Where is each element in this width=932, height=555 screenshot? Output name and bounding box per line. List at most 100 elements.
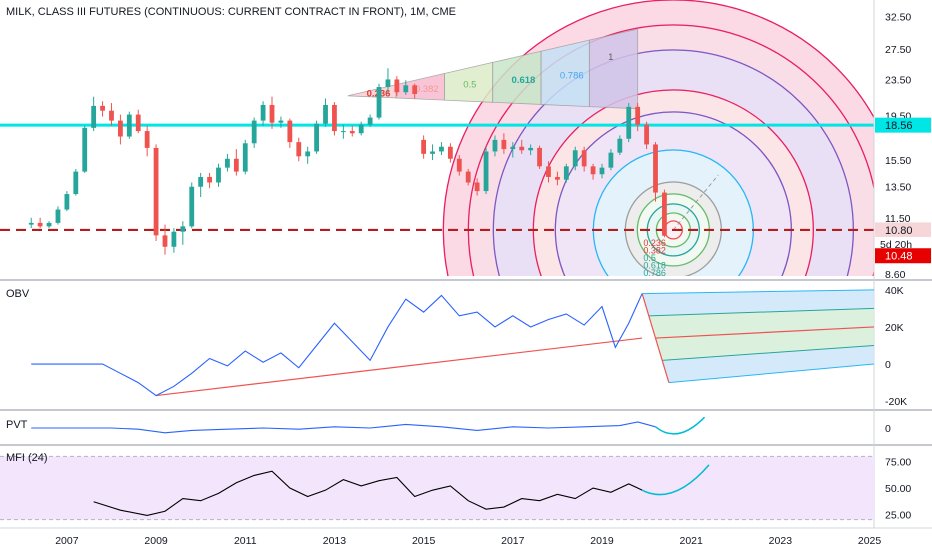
fib-fan-level-label: 0.382 (415, 84, 439, 95)
candlesticks (28, 68, 667, 255)
fib-fan-level-label: 0.618 (512, 75, 536, 86)
candle-body (28, 222, 34, 225)
dashed-line-label-text: 10.80 (885, 225, 913, 237)
channel-edge-line (641, 293, 670, 383)
candle-body (483, 151, 489, 192)
candle-body (109, 110, 114, 121)
channel-band (648, 308, 874, 339)
mfi-tick-label: 25.00 (885, 509, 911, 521)
price-tick-label: 15.50 (885, 155, 911, 167)
mfi-projection-curve[interactable] (641, 464, 710, 496)
candle-body (216, 167, 221, 183)
channel-band (642, 289, 874, 316)
time-axis[interactable]: 2007 2009 2011 2013 2015 2017 2019 2021 2023 2025 (55, 535, 881, 547)
candle-body (100, 105, 105, 111)
candle-body (519, 146, 525, 151)
candle-body (358, 124, 364, 134)
candle-body (135, 114, 141, 132)
candle-body (572, 150, 578, 167)
candle-body (251, 120, 257, 144)
fib-fan-level-label: 0.5 (463, 80, 476, 91)
pvt-line (31, 421, 656, 434)
candle-body (626, 106, 632, 139)
candle-body (46, 222, 52, 227)
fib-fan-level-label: 0.786 (560, 71, 584, 82)
obv-tick-label: 20K (885, 322, 904, 334)
candle-body (510, 146, 516, 150)
time-tick-label: 2017 (501, 535, 525, 547)
mfi-tick-label: 75.00 (885, 457, 911, 469)
candle-body (207, 176, 212, 183)
price-tick-label: 27.50 (885, 44, 911, 56)
price-tick-label: 13.50 (885, 182, 911, 194)
candle-body (349, 131, 355, 134)
candle-body (91, 105, 97, 128)
candle-body (340, 131, 346, 133)
candle-body (198, 176, 204, 187)
channel-upper-line (642, 289, 875, 295)
candle-body (126, 114, 132, 137)
time-tick-label: 2023 (769, 535, 793, 547)
chart-title: MILK, CLASS III FUTURES (CONTINUOUS: CUR… (6, 6, 456, 18)
channel-quarter-line (662, 345, 875, 361)
candle-body (189, 186, 195, 227)
mfi-pane: MFI (24) 75.00 50.00 25.00 (0, 452, 911, 521)
candle-body (447, 146, 453, 159)
fib-fan-level-label: 1 (608, 52, 613, 63)
candle-body (153, 147, 159, 236)
fib-circle-level-label: 0.618 (643, 260, 666, 270)
mfi-band (0, 456, 874, 520)
candle-body (162, 235, 168, 247)
candle-body (144, 131, 150, 148)
candle-body (546, 166, 551, 177)
price-line-label: 18.56 (875, 117, 931, 133)
candle-body (430, 151, 435, 154)
channel-quarter-line (648, 307, 875, 317)
candle-body (64, 194, 70, 210)
candle-body (554, 176, 560, 180)
candle-body (180, 226, 186, 232)
candle-body (314, 123, 320, 152)
trend-line[interactable] (156, 337, 643, 397)
channel-band (655, 326, 874, 361)
candle-body (37, 222, 43, 227)
candle-body (537, 147, 542, 167)
pvt-projection-curve[interactable] (655, 416, 706, 435)
price-tick-label: 11.50 (885, 213, 911, 225)
candle-body (323, 104, 328, 124)
price-tick-label: 8.60 (885, 269, 906, 281)
candle-body (233, 158, 239, 172)
parallel-channel-drawing[interactable] (641, 289, 875, 384)
pvt-label: PVT (6, 419, 28, 431)
candle-body (385, 79, 391, 88)
candle-body (474, 182, 480, 192)
pvt-axis: 0 (885, 423, 891, 435)
candle-body (608, 152, 614, 168)
mfi-tick-label: 50.00 (885, 483, 911, 495)
candle-body (492, 139, 498, 152)
candle-body (332, 104, 337, 132)
channel-band (662, 345, 874, 383)
price-tick-label: 32.50 (885, 12, 911, 24)
fib-circle-level-label: 0.236 (643, 238, 666, 248)
channel-lower-line (668, 363, 875, 384)
candle-body (590, 166, 596, 175)
candle-body (653, 144, 658, 193)
candle-body (376, 87, 382, 118)
candle-body (367, 117, 373, 125)
time-tick-label: 2015 (412, 535, 436, 547)
obv-pane: OBV 40K 20K 0 -20K (6, 285, 907, 408)
fib-circle-level-label: 0.382 (643, 245, 666, 255)
obv-tick-label: -20K (885, 396, 907, 408)
mfi-axis: 75.00 50.00 25.00 (885, 457, 911, 522)
dashed-line-label: 10.80 (875, 222, 931, 238)
pvt-tick-label: 0 (885, 423, 891, 435)
candle-body (563, 166, 569, 180)
candle-body (581, 150, 587, 167)
obv-label: OBV (6, 288, 30, 300)
obv-tick-label: 40K (885, 285, 904, 297)
